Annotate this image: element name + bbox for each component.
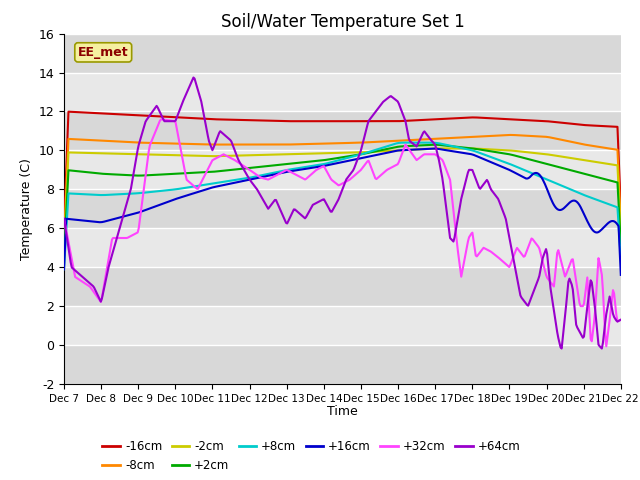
Bar [64,34,621,72]
Legend: -16cm, -8cm, -2cm, +2cm, +8cm, +16cm, +32cm, +64cm: -16cm, -8cm, -2cm, +2cm, +8cm, +16cm, +3… [98,435,525,477]
X-axis label: Time: Time [327,405,358,418]
Title: Soil/Water Temperature Set 1: Soil/Water Temperature Set 1 [221,12,464,31]
Bar [64,72,621,111]
Bar [64,306,621,345]
Bar [64,267,621,306]
Bar [64,150,621,189]
Text: EE_met: EE_met [78,46,129,59]
Bar [64,228,621,267]
Bar [64,189,621,228]
Bar [64,111,621,150]
Bar [64,345,621,384]
Y-axis label: Temperature (C): Temperature (C) [20,158,33,260]
